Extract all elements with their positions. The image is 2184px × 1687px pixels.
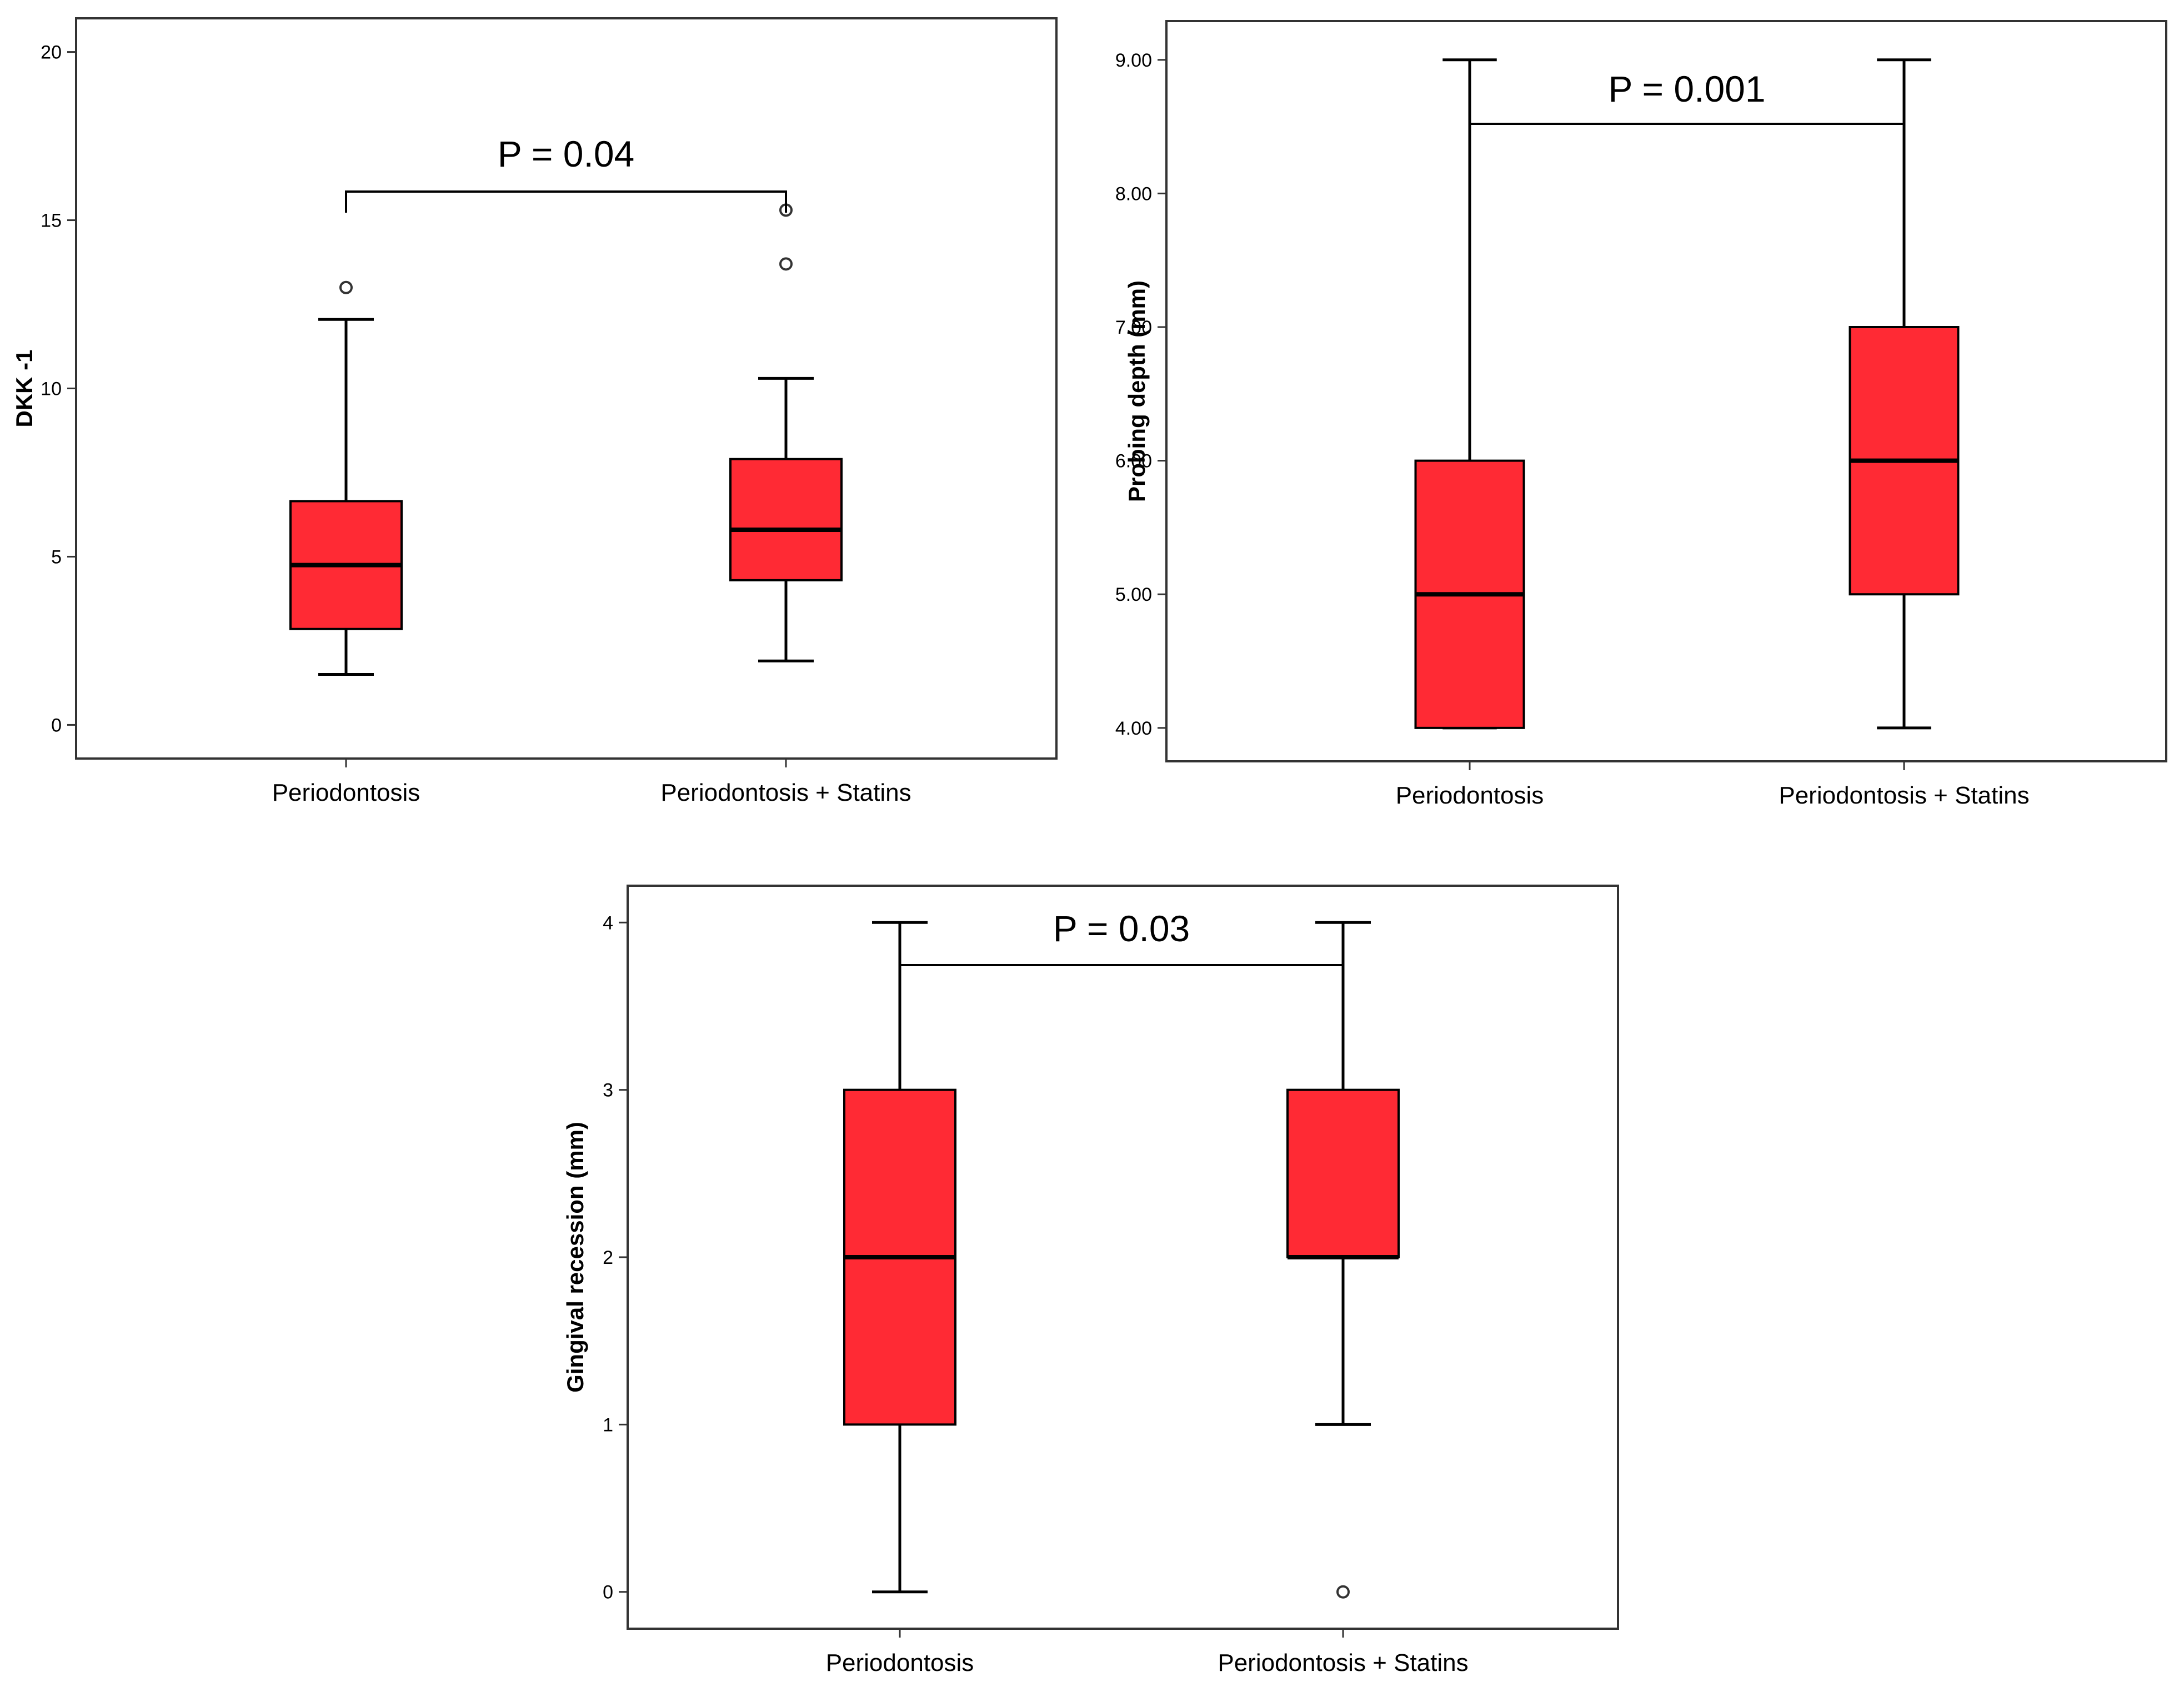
box-1: [843, 921, 956, 1594]
x-category-label: Periodontosis: [272, 779, 420, 806]
y-axis-title: Probing depth (mm): [1124, 280, 1150, 502]
x-category-label: Periodontosis + Statins: [660, 779, 911, 806]
p-value-label: P = 0.03: [1053, 908, 1190, 949]
chart-panel-2: 4.00 5.00 6.00 7.00 8.00 9.00 Probing depth (m…: [1115, 20, 2167, 809]
y-axis-title: DKK -1: [11, 349, 37, 427]
y-tick-label: 9.00: [1115, 50, 1152, 71]
y-tick-label: 4: [603, 912, 613, 933]
p-value-label: P = 0.001: [1608, 68, 1765, 109]
x-category-label: Periodontosis: [826, 1649, 974, 1676]
outlier-point: [339, 280, 353, 294]
significance-bracket: [345, 190, 787, 213]
y-tick-label: 7.00: [1115, 317, 1152, 338]
y-tick-label: 0: [603, 1582, 613, 1603]
significance-bracket: [1469, 123, 1905, 145]
y-tick-label: 0: [51, 715, 62, 736]
y-tick-label: 4.00: [1115, 718, 1152, 739]
y-axis-title: Gingival recession (mm): [562, 1122, 588, 1393]
significance-bracket: [899, 964, 1344, 986]
outlier-point: [1336, 1585, 1350, 1599]
y-tick-label: 20: [41, 42, 62, 63]
y-tick-label: 8.00: [1115, 183, 1152, 204]
box-2: [1849, 58, 1960, 730]
x-category-label: Periodontosis: [1396, 782, 1544, 809]
outlier-point: [779, 257, 793, 271]
chart-panel-1: 0 5 10 15 20 DKK -1 Periodontosis Periodontosis…: [11, 17, 1058, 806]
box-1: [1414, 58, 1525, 730]
box-1: [289, 280, 403, 676]
y-tick-label: 15: [41, 210, 62, 232]
y-tick-label: 5: [51, 546, 62, 568]
iqr-box: [1286, 1088, 1400, 1259]
box-2: [1286, 921, 1400, 1599]
p-value-label: P = 0.04: [498, 133, 635, 174]
iqr-box: [729, 458, 843, 581]
chart-panel-3: 0 1 2 3 4 Gingival recession (mm) Periodontosi…: [562, 885, 1619, 1676]
y-tick-label: 1: [603, 1414, 613, 1435]
y-tick-label: 10: [41, 379, 62, 400]
plot-frame: [1165, 20, 2167, 762]
x-category-label: Periodontosis + Statins: [1218, 1649, 1468, 1676]
y-tick-label: 2: [603, 1247, 613, 1268]
y-tick-label: 5.00: [1115, 584, 1152, 605]
x-category-label: Periodontosis + Statins: [1779, 782, 2029, 809]
box-2: [729, 203, 843, 662]
y-tick-label: 6.00: [1115, 451, 1152, 472]
y-tick-label: 3: [603, 1080, 613, 1101]
